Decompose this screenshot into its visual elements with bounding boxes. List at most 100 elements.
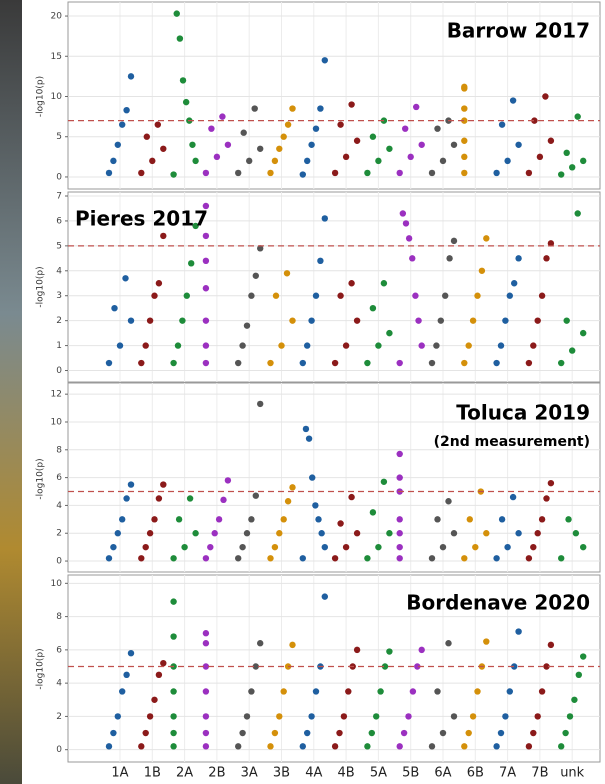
snp-point — [429, 555, 435, 561]
snp-point — [170, 555, 176, 561]
snp-point — [341, 713, 347, 719]
snp-point — [203, 170, 209, 176]
snp-point — [542, 93, 548, 99]
y-tick-label: 8 — [56, 612, 62, 622]
snp-point — [535, 530, 541, 536]
snp-point — [564, 317, 570, 323]
snp-point — [364, 743, 370, 749]
snp-point — [285, 121, 291, 127]
snp-point — [466, 342, 472, 348]
snp-point — [272, 730, 278, 736]
snp-point — [386, 330, 392, 336]
snp-point — [300, 555, 306, 561]
snp-point — [160, 481, 166, 487]
snp-point — [203, 258, 209, 264]
snp-point — [155, 121, 161, 127]
y-tick-label: 8 — [56, 445, 62, 455]
snp-point — [208, 125, 214, 131]
snp-point — [160, 660, 166, 666]
snp-point — [386, 146, 392, 152]
y-tick-label: 6 — [56, 645, 62, 655]
snp-point — [318, 530, 324, 536]
snp-point — [156, 280, 162, 286]
snp-point — [147, 317, 153, 323]
snp-point — [573, 530, 579, 536]
snp-point — [419, 142, 425, 148]
snp-point — [474, 293, 480, 299]
snp-point — [128, 73, 134, 79]
snp-point — [504, 544, 510, 550]
snp-point — [336, 730, 342, 736]
x-tick-label: 5A — [370, 766, 387, 781]
snp-point — [397, 360, 403, 366]
snp-point — [203, 317, 209, 323]
snp-point — [461, 105, 467, 111]
snp-point — [308, 713, 314, 719]
snp-point — [281, 516, 287, 522]
snp-point — [246, 158, 252, 164]
snp-point — [470, 713, 476, 719]
snp-point — [106, 360, 112, 366]
snp-point — [375, 544, 381, 550]
snp-point — [438, 317, 444, 323]
snp-point — [214, 154, 220, 160]
snp-point — [244, 322, 250, 328]
snp-point — [445, 498, 451, 504]
y-tick-label: 10 — [51, 92, 63, 102]
snp-point — [313, 293, 319, 299]
snp-point — [558, 171, 564, 177]
snp-point — [461, 84, 467, 90]
snp-point — [539, 688, 545, 694]
snp-point — [313, 688, 319, 694]
snp-point — [397, 544, 403, 550]
snp-point — [174, 10, 180, 16]
background-strip — [0, 0, 22, 784]
snp-point — [415, 317, 421, 323]
snp-point — [216, 516, 222, 522]
snp-point — [110, 158, 116, 164]
snp-point — [192, 158, 198, 164]
snp-point — [244, 713, 250, 719]
snp-point — [543, 495, 549, 501]
snp-point — [278, 342, 284, 348]
snp-point — [239, 544, 245, 550]
snp-point — [248, 516, 254, 522]
snp-point — [451, 530, 457, 536]
snp-point — [337, 293, 343, 299]
snp-point — [466, 730, 472, 736]
snp-point — [397, 451, 403, 457]
snp-point — [156, 672, 162, 678]
snp-point — [170, 730, 176, 736]
snp-point — [267, 360, 273, 366]
snp-point — [151, 697, 157, 703]
y-tick-label: 2 — [56, 712, 62, 722]
snp-point — [203, 233, 209, 239]
snp-point — [397, 530, 403, 536]
snp-point — [515, 628, 521, 634]
snp-point — [348, 280, 354, 286]
snp-point — [300, 743, 306, 749]
snp-point — [377, 688, 383, 694]
snp-point — [401, 730, 407, 736]
snp-point — [289, 484, 295, 490]
x-tick-label: 2A — [176, 766, 193, 781]
snp-point — [537, 154, 543, 160]
snp-point — [445, 640, 451, 646]
snp-point — [434, 516, 440, 522]
snp-point — [312, 502, 318, 508]
snp-point — [220, 497, 226, 503]
snp-point — [472, 544, 478, 550]
x-tick-label: 1B — [144, 766, 161, 781]
snp-point — [332, 555, 338, 561]
x-tick-label: 7A — [499, 766, 516, 781]
snp-point — [397, 555, 403, 561]
y-axis-label: -log10(p) — [36, 458, 46, 499]
snp-point — [548, 642, 554, 648]
y-tick-label: 6 — [56, 216, 62, 226]
snp-point — [370, 305, 376, 311]
snp-point — [397, 474, 403, 480]
snp-point — [110, 544, 116, 550]
snp-point — [440, 730, 446, 736]
snp-point — [493, 555, 499, 561]
snp-point — [493, 360, 499, 366]
